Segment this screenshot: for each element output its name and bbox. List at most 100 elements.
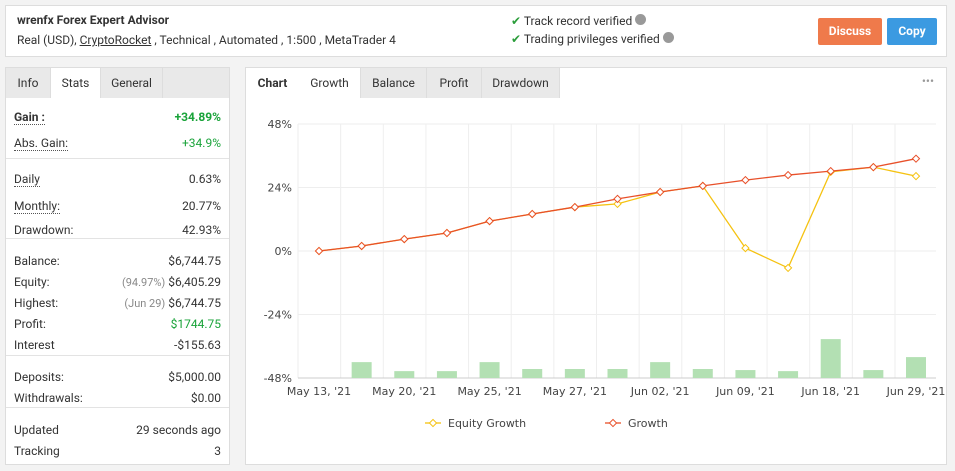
tab[interactable]: Balance: [361, 68, 427, 98]
bar: [436, 371, 457, 378]
stat-row: Highest: (Jun 29) $6,744.75: [14, 294, 221, 312]
details: , Technical , Automated , 1:500 , MetaTr…: [154, 33, 396, 47]
stat-value-wrap: 42.93%: [182, 221, 221, 239]
stat-label: Drawdown:: [14, 223, 74, 237]
separator: [6, 407, 229, 408]
bar: [394, 371, 415, 378]
series-line: [318, 166, 917, 269]
legend-marker: [608, 418, 618, 428]
separator: [6, 238, 229, 239]
stat-row: Interest -$155.63: [14, 336, 221, 354]
broker-link[interactable]: CryptoRocket: [79, 33, 152, 47]
y-tick-label: -24%: [264, 309, 292, 322]
copy-button[interactable]: Copy: [887, 18, 937, 45]
stat-label: Daily: [14, 172, 40, 187]
point: [911, 154, 921, 163]
point: [698, 181, 708, 191]
stat-value: 0.63%: [188, 172, 221, 186]
point: [314, 246, 324, 256]
tab[interactable]: Stats: [51, 68, 101, 98]
stat-label: Tracking: [14, 444, 60, 458]
point: [570, 202, 580, 212]
point: [442, 228, 452, 238]
point: [869, 162, 878, 172]
chart: 48% 24% 0% -24% -48%May 13, '21 May 20, '21 Ma…: [264, 118, 946, 430]
menu[interactable]: •••: [921, 74, 934, 88]
stat-value-wrap: 0.63%: [189, 170, 221, 188]
tab[interactable]: Growth: [299, 68, 361, 98]
stats-panel: Info Stats General Gain : +34.89% Abs. Gain:…: [5, 67, 230, 465]
point: [613, 199, 622, 209]
title: wrenfx Forex Expert Advisor: [17, 13, 169, 27]
tab[interactable]: Drawdown: [482, 68, 560, 98]
x-tick-label: Jun 02, '21: [630, 385, 690, 398]
stat-label: Updated: [14, 423, 59, 437]
account: Real (USD),: [17, 33, 77, 47]
point: [357, 241, 366, 251]
stat-row: Abs. Gain: +34.9%: [14, 134, 221, 152]
stat-row: Balance: $6,744.75: [14, 252, 221, 270]
stat-value: 29 seconds ago: [136, 423, 221, 437]
stat-value-wrap: $6,744.75: [168, 252, 221, 270]
stat-row: Updated 29 seconds ago: [14, 421, 221, 439]
tab[interactable]: Profit: [427, 68, 482, 98]
y-tick-label: 0%: [275, 245, 292, 258]
y-tick-label: -48%: [264, 372, 292, 385]
separator: [6, 158, 229, 159]
stat-value: +34.9%: [182, 136, 221, 150]
stat-row: Daily 0.63%: [14, 170, 221, 188]
x-tick-label: May 13, '21: [287, 385, 351, 398]
stat-value-wrap: 20.77%: [182, 197, 221, 215]
stat-label: Monthly:: [14, 199, 60, 214]
stat-value: $6,405.29: [168, 275, 221, 289]
stat-label: Withdrawals:: [14, 391, 83, 405]
point: [655, 187, 665, 197]
legend-label: Equity Growth: [448, 417, 526, 430]
stats-tabs: Info Stats General: [6, 68, 229, 98]
bar: [650, 362, 671, 378]
stat-label: Deposits:: [14, 370, 64, 384]
stat-label: Equity:: [14, 275, 50, 289]
stat-value: -$155.63: [174, 338, 221, 352]
stats-rows: Gain : +34.89% Abs. Gain: +34.9% Daily 0.63% M…: [6, 98, 229, 464]
stat-value: $6,744.75: [168, 254, 221, 268]
subtitle: Real (USD), CryptoRocket , Technical , A…: [17, 33, 396, 47]
point: [485, 216, 494, 226]
x-tick-label: Jun 29, '21: [886, 385, 946, 398]
stat-value-wrap: 3: [214, 442, 221, 460]
bar: [820, 339, 841, 378]
verified-text: Track record verified: [523, 14, 633, 28]
stat-value-wrap: $5,000.00: [168, 368, 221, 386]
point: [741, 175, 750, 185]
separator: [6, 355, 229, 356]
stat-row: Tracking 3: [14, 442, 221, 460]
point: [741, 243, 750, 253]
bar: [692, 369, 713, 378]
x-tick-label: Jun 09, '21: [715, 385, 775, 398]
stat-row: Profit: $1744.75: [14, 315, 221, 333]
stat-value-wrap: +34.9%: [182, 134, 221, 152]
tab[interactable]: General: [101, 68, 163, 98]
stat-value: $5,000.00: [168, 370, 221, 384]
stat-value-wrap: $1744.75: [171, 315, 221, 333]
verified-1: ✔ Track record verified: [511, 14, 647, 28]
bar: [735, 370, 756, 378]
stat-value-wrap: 29 seconds ago: [136, 421, 221, 439]
stat-value-wrap: -$155.63: [174, 336, 221, 354]
stat-value: +34.89%: [174, 110, 221, 124]
bar: [607, 369, 628, 378]
stat-row: Monthly: 20.77%: [14, 197, 221, 215]
bar: [522, 369, 543, 378]
stat-value: $1744.75: [170, 317, 221, 331]
stat-row: Drawdown: 42.93%: [14, 221, 221, 239]
discuss-button[interactable]: Discuss: [818, 18, 882, 45]
tab[interactable]: Info: [6, 68, 51, 98]
stat-value: 20.77%: [182, 199, 221, 213]
stat-row: Deposits: $5,000.00: [14, 368, 221, 386]
stat-value-wrap: +34.89%: [175, 108, 221, 126]
y-tick-label: 24%: [268, 182, 292, 195]
stat-label: Highest:: [14, 296, 59, 310]
stat-row: Gain : +34.89%: [14, 108, 221, 126]
bar: [863, 370, 884, 378]
